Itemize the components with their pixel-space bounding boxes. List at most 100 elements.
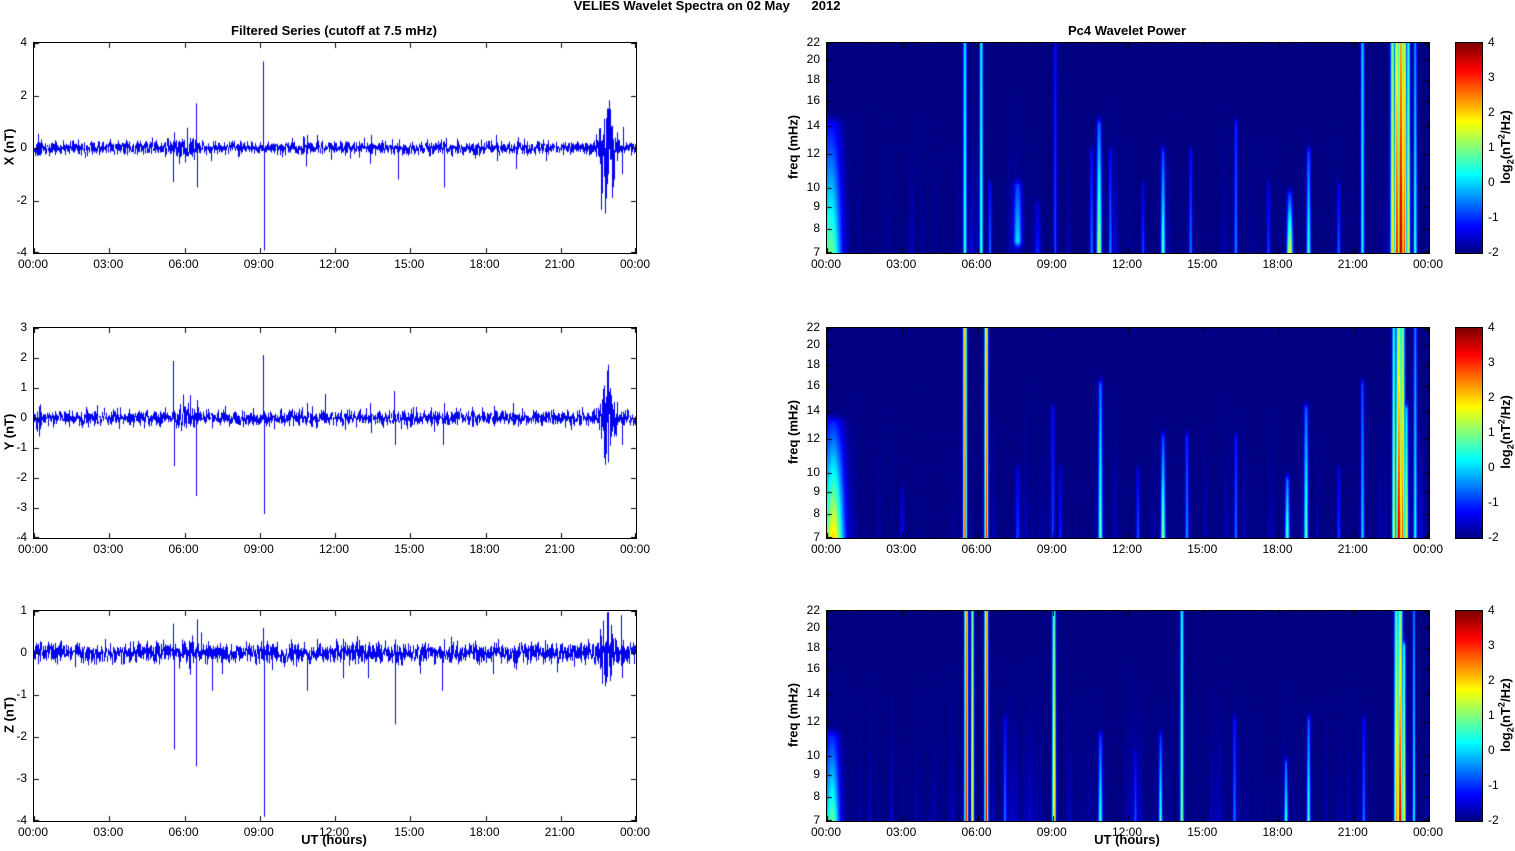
y-tick-label: 8 [813,220,820,235]
xlabel-ut-left: UT (hours) [301,832,367,847]
x-tick-label: 00:00 [1412,542,1444,556]
y-tick-label: 12 [806,431,820,446]
y-tick-label: 22 [806,35,820,49]
y-tick-label: 9 [813,766,820,781]
y-tick-label: 14 [806,685,820,700]
y-tick-label: 0 [20,645,27,659]
y-tick-label: 20 [806,337,820,352]
colorbar-1-canvas [1456,43,1482,253]
x-tick-label: 09:00 [1036,257,1067,271]
x-tick-label: 09:00 [243,257,274,271]
spectrogram-y-canvas [827,328,1429,538]
x-tick-label: 06:00 [961,825,992,839]
x-tick-label: 09:00 [1036,542,1067,556]
x-tick-label: 18:00 [1262,825,1293,839]
colorbar-tick-label: 1 [1488,708,1495,722]
y-tick-label: 12 [806,146,820,161]
y-tick-label: -1 [16,687,27,701]
spectrogram-x [826,42,1430,254]
y-tick-label: 8 [813,505,820,520]
y-tick-label: 9 [813,483,820,498]
y-tick-label: 18 [806,356,820,371]
x-tick-label: 15:00 [1187,257,1218,271]
x-tick-label: 00:00 [17,825,49,839]
y-tick-label: 20 [806,620,820,635]
x-tick-label: 06:00 [961,542,992,556]
plot-x-timeseries [33,42,637,254]
colorbar-tick-label: -1 [1488,778,1499,792]
x-tick-label: 18:00 [1262,257,1293,271]
x-tick-label: 03:00 [93,542,124,556]
x-tick-label: 12:00 [318,257,350,271]
y-tick-label: 16 [806,93,820,108]
colorbar-3-canvas [1456,611,1482,821]
colorbar-tick-label: -2 [1488,530,1499,544]
colorbar-tick-label: 1 [1488,140,1495,154]
colorbar-tick-label: 1 [1488,425,1495,439]
x-tick-label: 15:00 [394,542,425,556]
x-tick-label: 00:00 [619,542,651,556]
x-tick-label: 00:00 [810,257,842,271]
y-tick-label: 16 [806,661,820,676]
x-tick-label: 21:00 [1337,542,1368,556]
y-tick-label: 1 [20,603,27,617]
y-tick-label: 14 [806,117,820,132]
x-tick-label: 12:00 [318,825,350,839]
colorbar-tick-label: 3 [1488,70,1495,84]
colorbar-2-canvas [1456,328,1482,538]
colorbar-tick-label: 0 [1488,175,1495,189]
colorbar-label-sup: 2 [1496,419,1507,425]
x-tick-label: 15:00 [394,825,425,839]
colorbar-tick-label: -2 [1488,245,1499,259]
x-tick-label: 21:00 [544,825,575,839]
colorbar-tick-label: 4 [1488,35,1495,49]
x-tick-label: 09:00 [243,542,274,556]
x-tick-label: 18:00 [469,542,500,556]
plot-z-timeseries [33,610,637,822]
y-tick-label: 0 [20,410,27,424]
colorbar-3 [1455,610,1483,822]
y-tick-label: -4 [16,530,27,544]
x-tick-label: 15:00 [1187,825,1218,839]
y-tick-label: -2 [16,192,27,207]
x-tick-label: 15:00 [1187,542,1218,556]
y-tick-label: 14 [806,402,820,417]
colorbar-tick-label: 4 [1488,603,1495,617]
colorbar-tick-label: -1 [1488,210,1499,224]
y-tick-label: 7 [813,813,820,827]
y-tick-label: 20 [806,52,820,67]
colorbar-tick-label: 0 [1488,460,1495,474]
x-tick-label: 00:00 [17,257,49,271]
colorbar-tick-label: 2 [1488,390,1495,404]
x-tick-label: 03:00 [93,257,124,271]
x-tick-label: 00:00 [17,542,49,556]
x-tick-label: 06:00 [168,257,199,271]
y-tick-label: 16 [806,378,820,393]
colorbar-tick-label: -1 [1488,495,1499,509]
x-tick-label: 12:00 [1111,542,1143,556]
y-tick-label: 10 [806,747,820,762]
x-tick-label: 00:00 [619,825,651,839]
colorbar-label-sub: 2 [1505,727,1515,733]
x-tick-label: 00:00 [619,257,651,271]
y-tick-label: 18 [806,639,820,654]
colorbar-2 [1455,327,1483,539]
y-tick-label: -4 [16,813,27,827]
x-tick-label: 21:00 [544,257,575,271]
x-tick-label: 18:00 [1262,542,1293,556]
y-tick-label: 1 [20,380,27,394]
plot-y-timeseries [33,327,637,539]
y-tick-label: 10 [806,464,820,479]
y-tick-label: 10 [806,179,820,194]
y-tick-label: -2 [16,470,27,484]
y-tick-label: 7 [813,245,820,259]
spectrogram-z-canvas [827,611,1429,821]
x-tick-label: 06:00 [168,542,199,556]
wavelet-plot-title: Pc4 Wavelet Power [1067,23,1187,38]
colorbar-tick-label: 2 [1488,105,1495,119]
x-tick-label: 21:00 [544,542,575,556]
colorbar-label-sup: 2 [1496,134,1507,140]
colorbar-tick-label: 3 [1488,638,1495,652]
y-tick-label: -1 [16,440,27,454]
y-tick-label: -4 [16,245,27,259]
